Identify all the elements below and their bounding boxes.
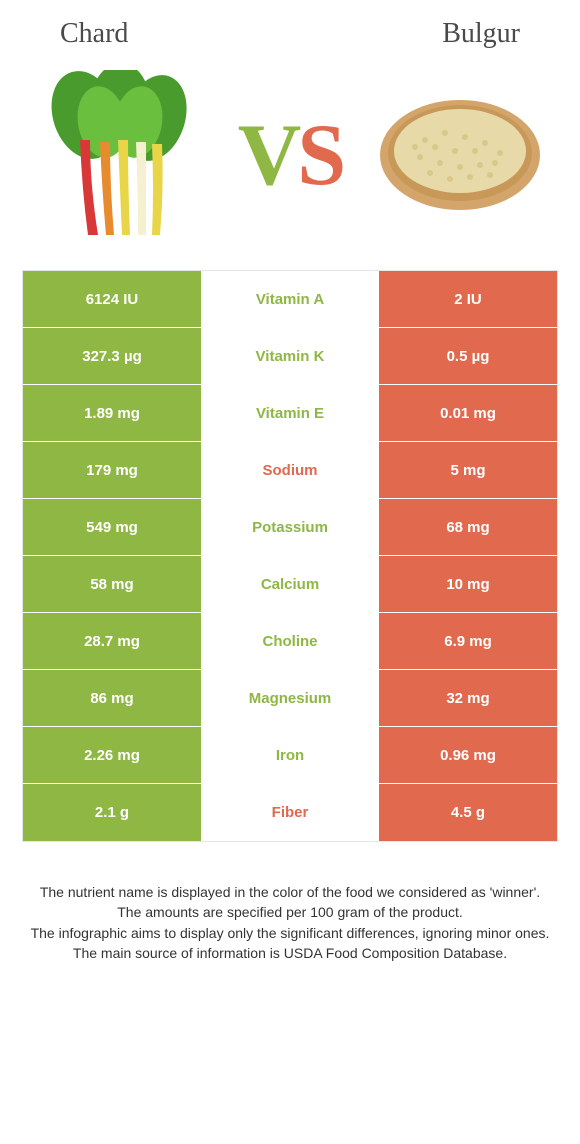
left-value: 6124 IU <box>23 271 201 327</box>
table-row: 2.26 mgIron0.96 mg <box>23 727 557 784</box>
nutrient-name: Calcium <box>201 556 379 612</box>
vs-s: S <box>297 107 342 204</box>
nutrient-name: Vitamin A <box>201 271 379 327</box>
table-row: 6124 IUVitamin A2 IU <box>23 271 557 328</box>
table-row: 28.7 mgCholine6.9 mg <box>23 613 557 670</box>
left-value: 179 mg <box>23 442 201 498</box>
table-row: 1.89 mgVitamin E0.01 mg <box>23 385 557 442</box>
footer-line: The amounts are specified per 100 gram o… <box>30 902 550 922</box>
table-row: 58 mgCalcium10 mg <box>23 556 557 613</box>
nutrient-name: Iron <box>201 727 379 783</box>
footer-line: The infographic aims to display only the… <box>30 923 550 943</box>
right-food-title: Bulgur <box>442 18 520 50</box>
infographic-container: Chard Bulgur VS <box>0 0 580 963</box>
nutrient-name: Vitamin K <box>201 328 379 384</box>
right-value: 6.9 mg <box>379 613 557 669</box>
left-food-title: Chard <box>60 18 128 50</box>
left-value: 327.3 µg <box>23 328 201 384</box>
comparison-table: 6124 IUVitamin A2 IU327.3 µgVitamin K0.5… <box>22 270 558 842</box>
right-value: 5 mg <box>379 442 557 498</box>
footer-notes: The nutrient name is displayed in the co… <box>0 842 580 963</box>
left-value: 2.26 mg <box>23 727 201 783</box>
nutrient-name: Potassium <box>201 499 379 555</box>
footer-line: The main source of information is USDA F… <box>30 943 550 963</box>
left-value: 549 mg <box>23 499 201 555</box>
table-row: 549 mgPotassium68 mg <box>23 499 557 556</box>
footer-line: The nutrient name is displayed in the co… <box>30 882 550 902</box>
left-value: 58 mg <box>23 556 201 612</box>
right-value: 32 mg <box>379 670 557 726</box>
table-row: 179 mgSodium5 mg <box>23 442 557 499</box>
bulgur-image <box>375 70 545 240</box>
table-row: 2.1 gFiber4.5 g <box>23 784 557 841</box>
nutrient-name: Choline <box>201 613 379 669</box>
left-value: 1.89 mg <box>23 385 201 441</box>
nutrient-name: Sodium <box>201 442 379 498</box>
hero-row: VS <box>0 60 580 260</box>
right-value: 0.01 mg <box>379 385 557 441</box>
right-value: 0.5 µg <box>379 328 557 384</box>
vs-v: V <box>238 107 298 204</box>
right-value: 10 mg <box>379 556 557 612</box>
right-value: 68 mg <box>379 499 557 555</box>
right-value: 2 IU <box>379 271 557 327</box>
vs-label: VS <box>238 105 343 206</box>
nutrient-name: Fiber <box>201 784 379 841</box>
table-row: 86 mgMagnesium32 mg <box>23 670 557 727</box>
left-value: 2.1 g <box>23 784 201 841</box>
nutrient-name: Vitamin E <box>201 385 379 441</box>
left-value: 28.7 mg <box>23 613 201 669</box>
header: Chard Bulgur <box>0 0 580 60</box>
chard-image <box>35 70 205 240</box>
table-row: 327.3 µgVitamin K0.5 µg <box>23 328 557 385</box>
nutrient-name: Magnesium <box>201 670 379 726</box>
left-value: 86 mg <box>23 670 201 726</box>
right-value: 0.96 mg <box>379 727 557 783</box>
right-value: 4.5 g <box>379 784 557 841</box>
